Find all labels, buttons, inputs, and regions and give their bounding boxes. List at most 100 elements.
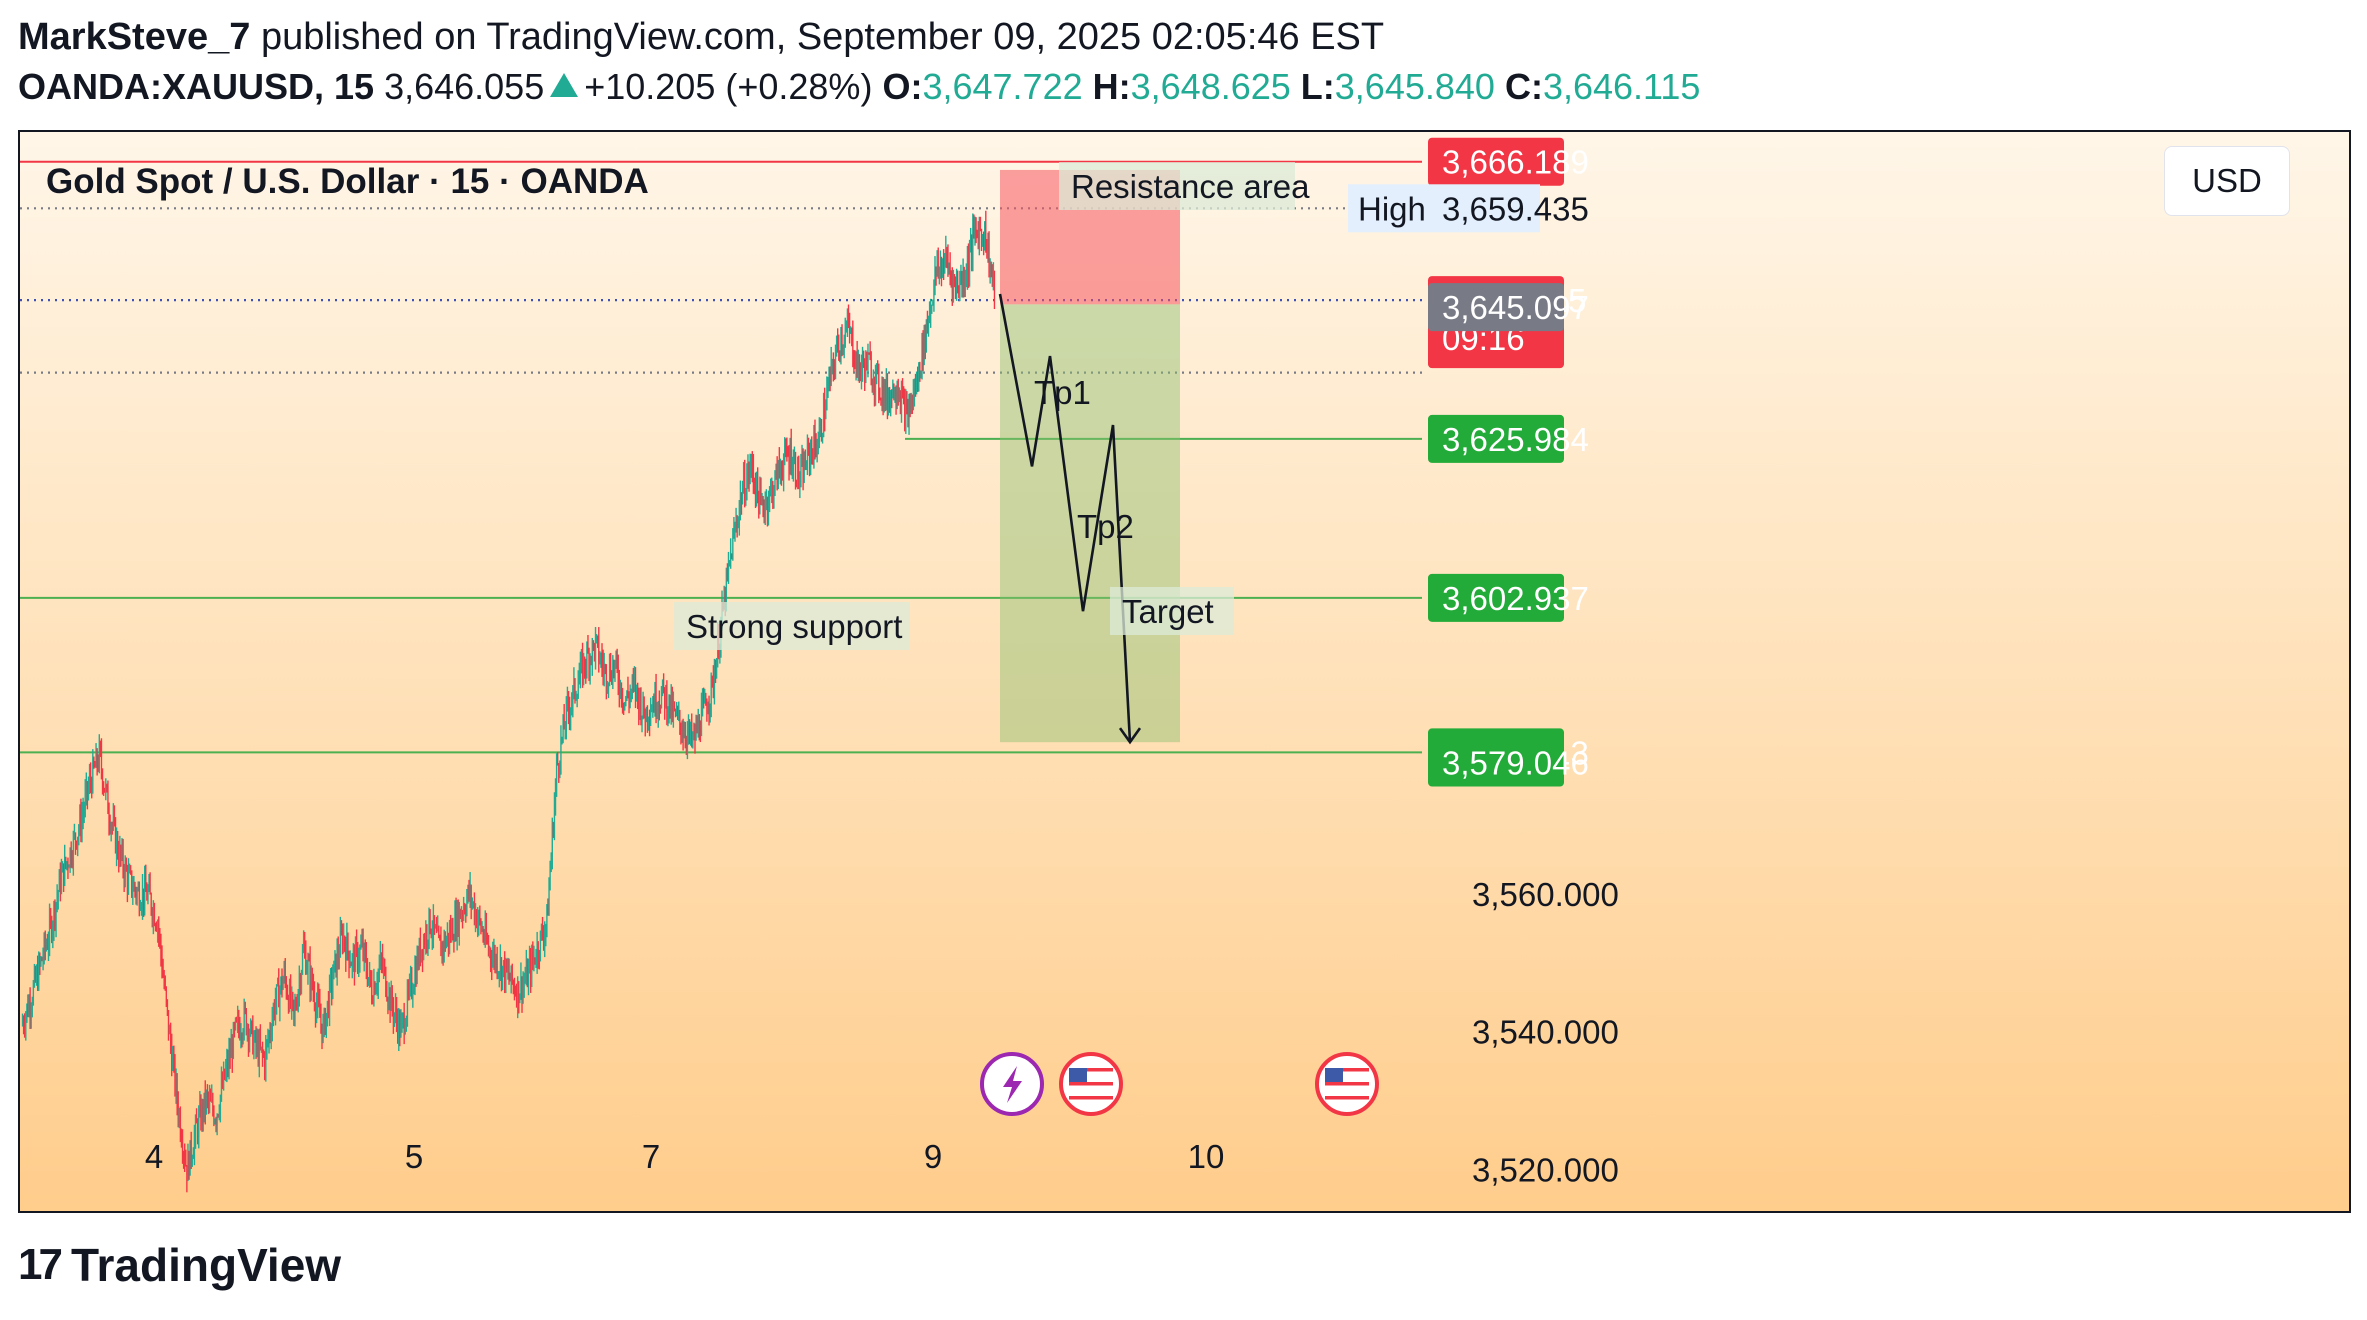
author-name[interactable]: MarkSteve_7: [18, 16, 251, 58]
candle-body: [957, 283, 959, 290]
candle-body: [66, 862, 68, 865]
candle-body: [660, 707, 661, 710]
candle-body: [67, 862, 69, 867]
candle-body: [170, 1029, 172, 1046]
candle-body: [678, 712, 680, 714]
candle-body: [484, 924, 486, 941]
candle-body: [302, 951, 303, 973]
candle-body: [550, 855, 552, 871]
time-tick-label: 10: [1188, 1138, 1225, 1175]
candle-body: [320, 1017, 322, 1024]
candle-body: [311, 971, 313, 988]
candle-body: [63, 863, 65, 884]
candle-body: [178, 1113, 180, 1119]
candle-body: [426, 929, 428, 943]
candle-body: [865, 354, 867, 380]
price-label-text: 3,602.937: [1442, 580, 1589, 617]
tradingview-logo[interactable]: 17 TradingView: [18, 1238, 341, 1292]
candle-body: [36, 969, 37, 981]
candle-body: [372, 1000, 374, 1003]
candle-body: [521, 977, 523, 999]
candle-body: [175, 1078, 177, 1091]
candle-body: [258, 1038, 260, 1063]
candle-body: [815, 444, 817, 455]
price-scale[interactable]: 3,666.189High3,659.4353,646.11509:163,64…: [1348, 137, 1619, 1189]
candle-body: [488, 942, 489, 951]
candle-body: [224, 1069, 226, 1079]
candle-body: [565, 700, 567, 728]
candle-body: [364, 945, 366, 955]
chart-frame[interactable]: Resistance area Tp1 Tp2 Target Strong suppor…: [18, 130, 2351, 1213]
candle-body: [324, 1011, 326, 1033]
candle-body: [703, 700, 705, 702]
candle-body: [392, 1007, 394, 1020]
candle-body: [576, 697, 578, 699]
candle-body: [131, 871, 133, 893]
candle-body: [948, 266, 950, 269]
candle-body: [204, 1092, 206, 1110]
candle-body: [140, 909, 141, 911]
candle-body: [748, 466, 750, 478]
time-axis[interactable]: 4 5 7 9 10: [145, 1138, 1225, 1175]
candle-body: [797, 460, 799, 486]
candle-body: [251, 1021, 253, 1024]
candle-body: [115, 820, 116, 852]
candle-body: [240, 1035, 242, 1039]
candle-body: [422, 949, 423, 958]
candle-body: [122, 847, 124, 870]
published-text: published on TradingView.com, September …: [260, 16, 1385, 58]
candle-body: [864, 365, 866, 380]
price-label-background: [1428, 283, 1564, 332]
candle-body: [974, 224, 976, 231]
currency-button[interactable]: USD: [2164, 146, 2290, 216]
symbol-name[interactable]: OANDA:XAUUSD, 15: [18, 66, 375, 107]
candle-body: [53, 904, 55, 927]
us-flag-icon[interactable]: [1059, 1052, 1123, 1116]
candle-body: [527, 964, 528, 987]
candle-body: [82, 812, 84, 816]
candle-body: [403, 1014, 405, 1033]
candle-body: [192, 1154, 194, 1159]
candle-body: [643, 697, 645, 717]
candle-body: [614, 661, 616, 672]
candle-body: [159, 933, 161, 938]
candle-body: [336, 949, 338, 976]
candle-body: [770, 488, 772, 490]
candle-body: [443, 936, 445, 952]
candle-body: [682, 733, 684, 738]
tradingview-wordmark: TradingView: [70, 1239, 342, 1291]
candle-body: [492, 956, 494, 966]
candle-body: [963, 272, 965, 287]
event-markers[interactable]: [980, 1052, 1379, 1116]
candle-body: [639, 694, 641, 714]
candle-body: [752, 468, 754, 483]
candle-body: [434, 915, 435, 928]
candle-body: [151, 910, 153, 920]
candle-body: [24, 1026, 26, 1029]
candle-body: [171, 1045, 173, 1070]
candle-body: [462, 913, 463, 916]
candle-body: [937, 260, 939, 274]
candle-body: [902, 391, 903, 394]
candle-body: [317, 995, 319, 1005]
candle-body: [146, 891, 148, 900]
candle-body: [346, 934, 348, 960]
candle-body: [22, 1022, 23, 1025]
candle-body: [929, 315, 930, 319]
candle-body: [120, 846, 122, 856]
price-chart[interactable]: Resistance area Tp1 Tp2 Target Strong suppor…: [20, 132, 2349, 1211]
candle-body: [187, 1153, 189, 1181]
candle-body: [215, 1120, 217, 1125]
candle-body: [487, 940, 488, 943]
lightning-event-icon[interactable]: [980, 1052, 1044, 1116]
candle-body: [382, 958, 383, 969]
candle-body: [988, 242, 990, 273]
candle-body: [924, 326, 926, 349]
candle-body: [232, 1025, 234, 1059]
us-flag-icon[interactable]: [1315, 1052, 1379, 1116]
candle-body: [664, 687, 666, 707]
candle-body: [674, 705, 675, 709]
candle-body: [340, 931, 341, 957]
candle-body: [617, 667, 619, 685]
candle-body: [31, 1003, 33, 1010]
